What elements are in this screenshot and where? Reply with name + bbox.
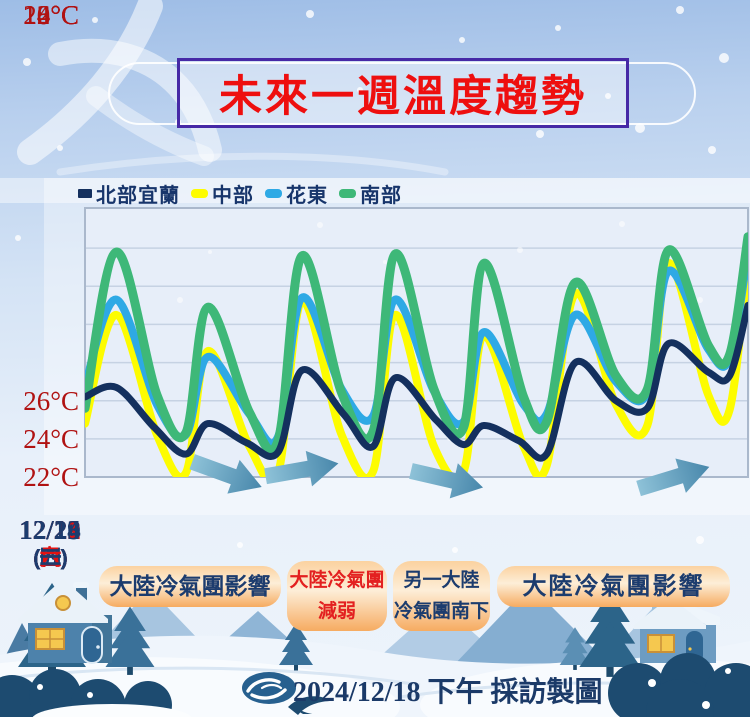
weekday-label: (二) xyxy=(33,545,68,570)
legend-item-north: 北部宜蘭 xyxy=(78,179,180,208)
annotation-badge-next-surge: 另一大陸 冷氣團南下 xyxy=(393,561,490,631)
x-axis-day: 12/19 (四) xyxy=(0,516,100,571)
trend-arrow-icon xyxy=(264,450,339,487)
legend-strip xyxy=(0,178,750,203)
legend-label: 中部 xyxy=(212,185,254,207)
legend-label: 南部 xyxy=(360,185,402,207)
date-label: 12/18 xyxy=(19,515,81,545)
annotation-badge-cold-surge-2: 大陸冷氣團影響 xyxy=(497,566,730,607)
legend-label: 花東 xyxy=(286,185,328,207)
legend-swatch-east-icon xyxy=(265,189,282,198)
y-axis-label: 12°C xyxy=(23,0,79,30)
trend-arrows xyxy=(189,450,710,499)
weekday-label: (三) xyxy=(33,545,68,570)
source-caption: 2024/12/18 下午 採訪製圖 xyxy=(293,677,603,708)
annotation-badge-weakening: 大陸冷氣團 減弱 xyxy=(287,561,387,631)
badge-text: 冷氣團南下 xyxy=(393,601,489,622)
chart-legend: 北部宜蘭 中部 花東 南部 xyxy=(78,179,402,208)
y-axis-label: 14°C xyxy=(23,0,79,30)
annotation-badge-cold-surge: 大陸冷氣團影響 xyxy=(99,566,281,607)
badge-text: 大陸冷氣團影響 xyxy=(109,573,271,599)
legend-item-south: 南部 xyxy=(339,179,402,208)
temperature-line-chart xyxy=(84,207,749,499)
weekday-label: (日) xyxy=(33,545,68,570)
legend-swatch-north-icon xyxy=(78,189,92,198)
badge-text: 減弱 xyxy=(317,601,356,622)
series-line xyxy=(85,301,748,462)
badge-text: 大陸冷氣團 xyxy=(289,570,385,591)
house-left-icon xyxy=(18,579,112,664)
weekday-label: (六) xyxy=(33,545,68,570)
badge-text: 大陸冷氣團影響 xyxy=(522,573,705,600)
legend-swatch-central-icon xyxy=(191,189,208,198)
y-axis-label: 24°C xyxy=(23,424,79,454)
legend-item-central: 中部 xyxy=(191,179,254,208)
x-axis-day: 12/20 (五) xyxy=(0,516,100,571)
badge-text: 另一大陸 xyxy=(403,570,480,591)
date-label: 12/23 xyxy=(19,515,81,545)
trend-arrow-icon xyxy=(636,458,710,497)
x-axis-day: 12/24 (二) xyxy=(0,516,100,571)
x-axis-day: 12/18 (三) xyxy=(0,516,100,571)
x-axis-day: 12/23 (一) xyxy=(0,516,100,571)
page-title: 未來一週溫度趨勢 xyxy=(219,73,587,121)
cwa-swirl-logo-icon xyxy=(242,672,326,714)
y-axis-label: 22°C xyxy=(23,462,79,492)
title-capsule-outline xyxy=(108,62,696,125)
weekday-label: (五) xyxy=(33,545,68,570)
weekday-label: (四) xyxy=(33,545,68,570)
date-label: 12/22 xyxy=(19,515,81,545)
legend-label: 北部宜蘭 xyxy=(96,185,180,207)
y-axis-label: 20°C xyxy=(23,0,79,30)
x-axis-day: 12/22 (日) xyxy=(0,516,100,571)
y-axis-label: 26°C xyxy=(23,386,79,416)
trend-arrow-icon xyxy=(409,463,484,499)
date-label: 12/19 xyxy=(19,515,81,545)
series-line xyxy=(85,232,748,455)
snow-bushes xyxy=(0,653,750,717)
title-banner: 未來一週溫度趨勢 xyxy=(177,58,629,128)
y-axis-label: 16°C xyxy=(23,0,79,30)
date-label: 12/20 xyxy=(19,515,81,545)
legend-item-east: 花東 xyxy=(265,179,328,208)
trend-arrow-icon xyxy=(189,454,262,494)
x-axis-day: 12/21 (六) xyxy=(0,516,100,571)
date-label: 12/21 xyxy=(19,515,81,545)
y-axis-label: 18°C xyxy=(23,0,79,30)
weekday-label: (一) xyxy=(33,545,68,570)
winter-scene xyxy=(0,579,750,717)
legend-swatch-south-icon xyxy=(339,189,356,198)
date-label: 12/24 xyxy=(19,515,81,545)
temperature-series xyxy=(85,232,748,477)
